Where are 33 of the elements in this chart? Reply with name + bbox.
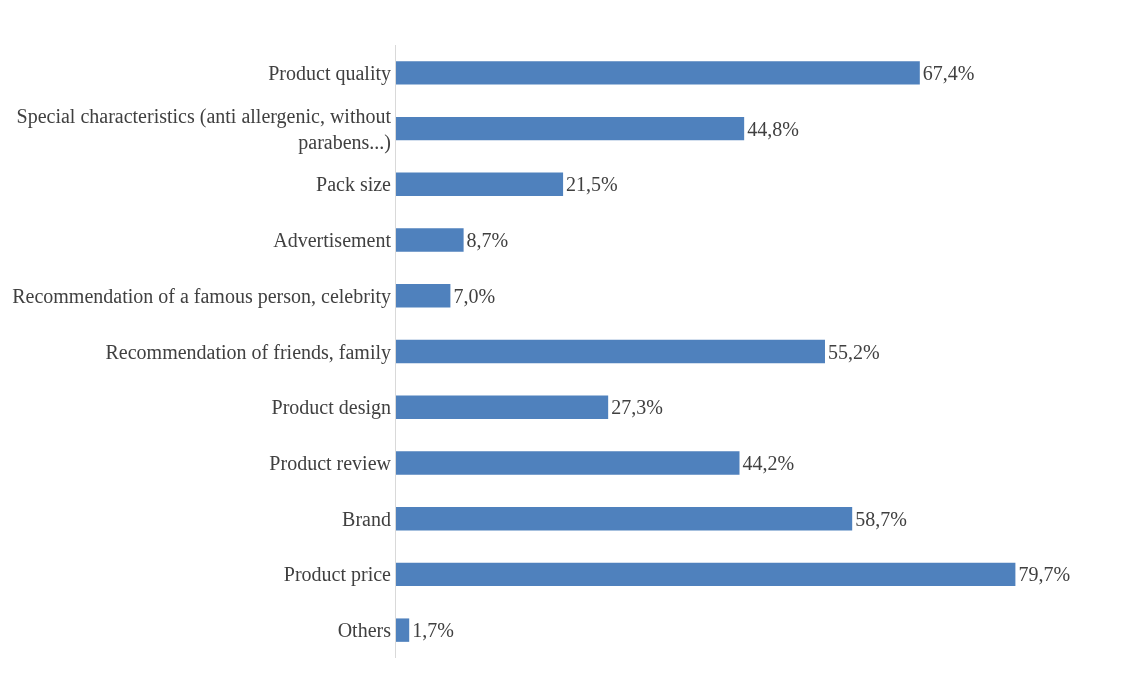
data-label: 7,0%: [453, 284, 496, 307]
y-tick-label: Product review: [269, 451, 392, 474]
y-tick-label: Special characteristics (anti allergenic, without parabens...): [16, 104, 392, 154]
y-tick-label: Recommendation of a famous person, celebrity: [12, 284, 391, 308]
y-tick-label: Product quality: [268, 61, 391, 85]
data-label: 67,4%: [922, 61, 975, 84]
data-label: 55,2%: [827, 340, 880, 363]
bar: [396, 618, 410, 642]
data-label: 21,5%: [566, 173, 618, 196]
data-label: 27,3%: [611, 396, 663, 419]
bar: [396, 562, 1016, 587]
y-tick-label: Product design: [271, 396, 391, 420]
y-tick-label: Others: [337, 619, 392, 642]
bar: [396, 284, 451, 308]
data-label: 44,8%: [747, 117, 799, 140]
y-tick-label: Advertisement: [273, 229, 392, 252]
bar: [396, 395, 609, 419]
bar: [396, 172, 564, 197]
bar: [396, 339, 825, 364]
bar: [396, 228, 464, 252]
bar: [396, 116, 745, 141]
bar: [396, 506, 853, 531]
data-label: 58,7%: [855, 507, 907, 530]
data-label: 8,7%: [466, 229, 509, 252]
data-label: 1,7%: [412, 619, 454, 642]
data-label: 79,7%: [1018, 563, 1071, 586]
y-tick-label: Brand: [342, 507, 391, 530]
y-tick-label: Product price: [283, 563, 392, 587]
bar: [396, 451, 740, 475]
y-tick-label: Recommendation of friends, family: [105, 340, 391, 364]
data-label: 44,2%: [742, 451, 795, 474]
y-tick-label: Pack size: [316, 173, 392, 196]
bar: [396, 61, 920, 85]
